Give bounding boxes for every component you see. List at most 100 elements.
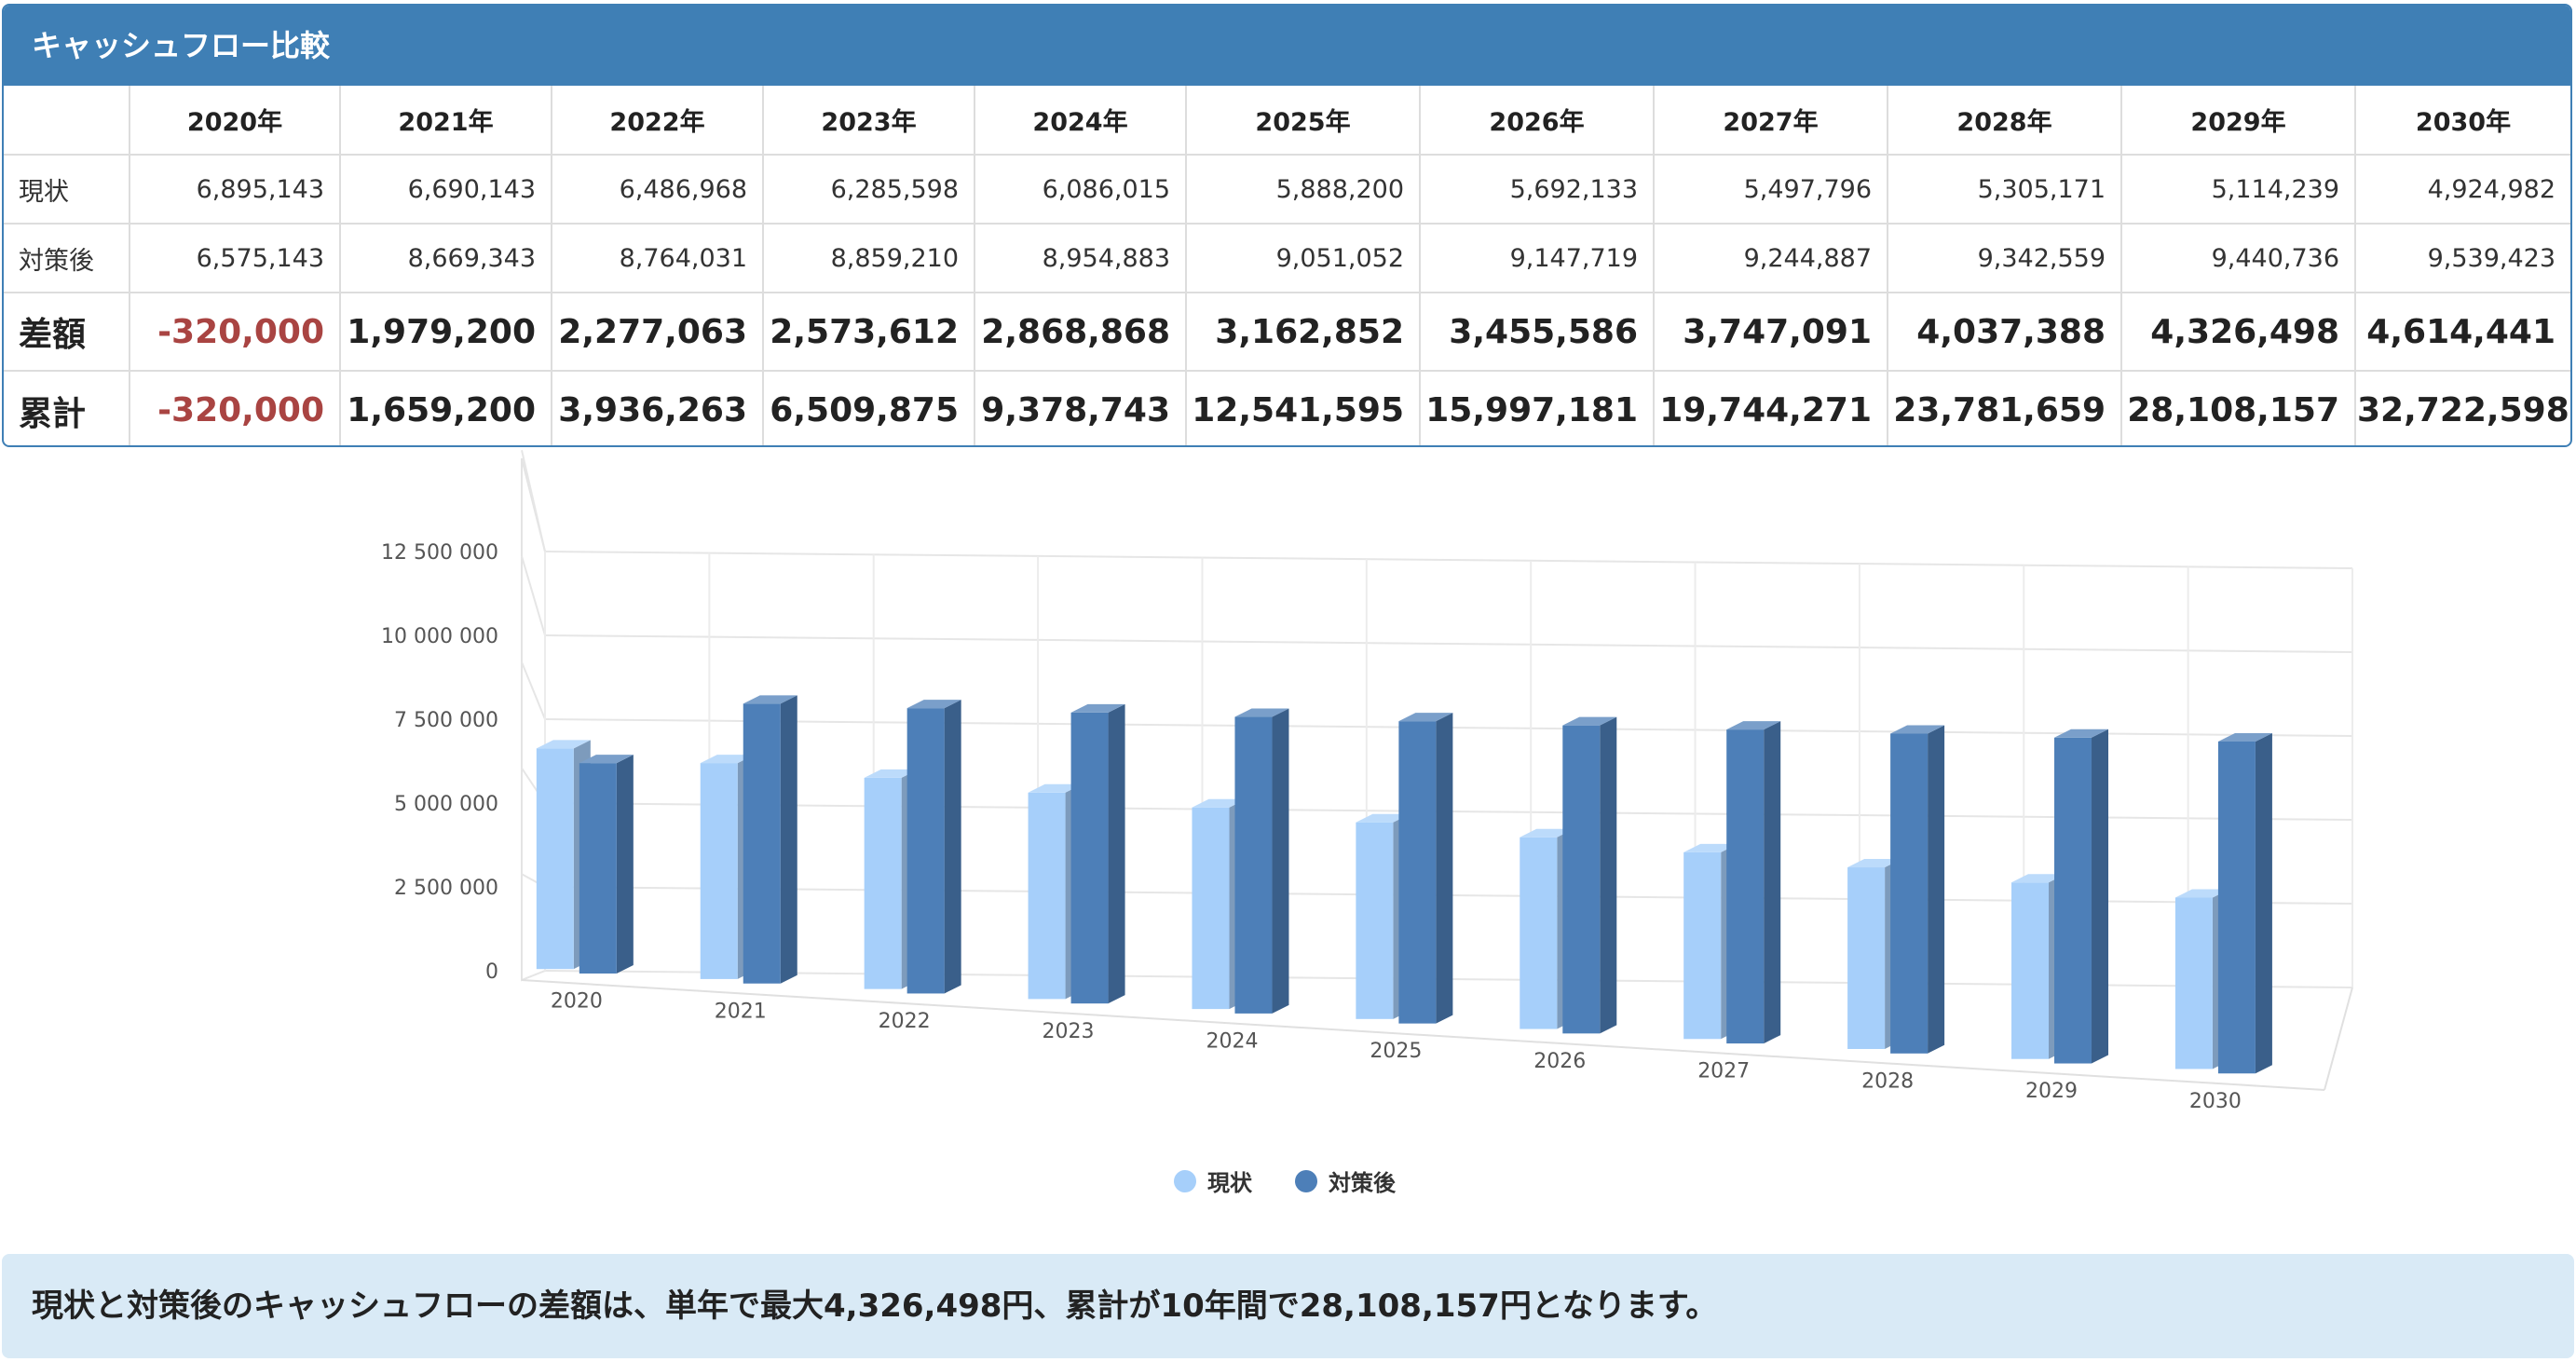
legend-dot-icon bbox=[1174, 1169, 1196, 1192]
x-tick-label: 2030 bbox=[2189, 1090, 2242, 1113]
bar-top-face bbox=[743, 695, 797, 704]
x-tick-label: 2025 bbox=[1370, 1040, 1422, 1063]
bar-top-face bbox=[1890, 725, 1945, 734]
bar bbox=[1847, 867, 1886, 1050]
bar-side-face bbox=[1108, 703, 1125, 1004]
bar bbox=[1398, 721, 1437, 1024]
x-tick-label: 2020 bbox=[551, 990, 603, 1014]
table-header-year: 2024年 bbox=[974, 86, 1187, 156]
bar-top-face bbox=[1520, 828, 1574, 838]
bar bbox=[536, 748, 574, 970]
bar-top-face bbox=[1070, 703, 1125, 713]
table-cell: 6,690,143 bbox=[339, 154, 552, 225]
row-label: 対策後 bbox=[4, 223, 130, 293]
bar bbox=[2054, 737, 2092, 1064]
chart-wall-gridline bbox=[521, 970, 546, 981]
table-cell: 9,342,559 bbox=[1887, 223, 2122, 293]
bar-side-face bbox=[944, 700, 961, 994]
x-tick-label: 2023 bbox=[1043, 1020, 1095, 1043]
bar-side-face bbox=[780, 695, 797, 984]
table-cell: 4,614,441 bbox=[2354, 292, 2570, 372]
table-cell: 3,747,091 bbox=[1653, 292, 1888, 372]
table-cell: 9,440,736 bbox=[2120, 223, 2356, 293]
table-cell: 23,781,659 bbox=[1887, 370, 2122, 445]
table-cell: 12,541,595 bbox=[1185, 370, 1421, 445]
bar-side-face bbox=[616, 755, 634, 974]
bar-top-face bbox=[1398, 713, 1453, 722]
bar-side-face bbox=[1272, 708, 1289, 1014]
bar bbox=[906, 708, 945, 994]
bar-top-face bbox=[2011, 874, 2066, 883]
table-row-current: 現状 6,895,143 6,690,143 6,486,968 6,285,5… bbox=[4, 154, 2570, 225]
y-tick-label: 5 000 000 bbox=[394, 793, 498, 816]
bar-top-face bbox=[579, 755, 634, 764]
table-cell: 9,051,052 bbox=[1185, 223, 1421, 293]
table-cell: 5,114,239 bbox=[2120, 154, 2356, 225]
table-cell: 5,497,796 bbox=[1653, 154, 1888, 225]
cashflow-panel: キャッシュフロー比較 2020年 2021年 2022年 2023年 2024年… bbox=[2, 4, 2572, 447]
chart-wall-gridline bbox=[521, 555, 546, 636]
table-row-difference: 差額 -320,000 1,979,200 2,277,063 2,573,61… bbox=[4, 292, 2570, 372]
table-cell: 6,285,598 bbox=[762, 154, 975, 225]
table-cell: 6,086,015 bbox=[974, 154, 1187, 225]
bar-top-face bbox=[1234, 708, 1289, 717]
table-cell: 32,722,598 bbox=[2354, 370, 2570, 445]
legend-dot-icon bbox=[1295, 1169, 1317, 1192]
table-cell: 28,108,157 bbox=[2120, 370, 2356, 445]
bar-top-face bbox=[536, 740, 591, 749]
legend-label: 対策後 bbox=[1329, 1170, 1396, 1196]
bar-top-face bbox=[1847, 859, 1902, 868]
bar bbox=[579, 763, 617, 974]
chart-gridline bbox=[544, 634, 2353, 653]
bar-side-face bbox=[1928, 725, 1945, 1054]
table-row-after: 対策後 6,575,143 8,669,343 8,764,031 8,859,… bbox=[4, 223, 2570, 293]
bar bbox=[1520, 837, 1558, 1029]
bar bbox=[864, 777, 902, 989]
bar bbox=[1683, 851, 1722, 1040]
table-cell: 6,895,143 bbox=[129, 154, 341, 225]
table-cell: 3,455,586 bbox=[1419, 292, 1655, 372]
table-cell: 3,936,263 bbox=[551, 370, 764, 445]
bar-top-face bbox=[2054, 729, 2109, 738]
table-cell-negative: -320,000 bbox=[129, 292, 341, 372]
table-header-year: 2021年 bbox=[339, 86, 552, 156]
table-cell: 6,486,968 bbox=[551, 154, 764, 225]
bar bbox=[743, 703, 781, 984]
table-header-year: 2029年 bbox=[2120, 86, 2356, 156]
table-cell: 6,509,875 bbox=[762, 370, 975, 445]
bar-top-face bbox=[1683, 843, 1738, 852]
bar-side-face bbox=[2092, 729, 2109, 1064]
table-row-cumulative: 累計 -320,000 1,659,200 3,936,263 6,509,87… bbox=[4, 370, 2570, 445]
legend-item-after[interactable]: 対策後 bbox=[1295, 1165, 1396, 1197]
bar bbox=[1726, 729, 1765, 1044]
table-cell: 5,888,200 bbox=[1185, 154, 1421, 225]
table-cell: 6,575,143 bbox=[129, 223, 341, 293]
row-label: 累計 bbox=[4, 370, 130, 445]
chart-legend: 現状 対策後 bbox=[1174, 1165, 1396, 1197]
summary-note: 現状と対策後のキャッシュフローの差額は、単年で最大4,326,498円、累計が1… bbox=[2, 1254, 2574, 1358]
panel-title: キャッシュフロー比較 bbox=[4, 6, 2570, 86]
row-label: 差額 bbox=[4, 292, 130, 372]
x-tick-label: 2027 bbox=[1697, 1060, 1750, 1083]
legend-item-current[interactable]: 現状 bbox=[1174, 1165, 1252, 1197]
cashflow-3d-bar-chart: 0 2 500 000 5 000 000 7 500 000 10 000 000 12… bbox=[381, 450, 2353, 1113]
x-tick-label: 2022 bbox=[879, 1010, 931, 1033]
table-cell: 3,162,852 bbox=[1185, 292, 1421, 372]
table-header-year: 2027年 bbox=[1653, 86, 1888, 156]
chart-wall-gridline bbox=[521, 661, 546, 720]
table-cell: 9,539,423 bbox=[2354, 223, 2570, 293]
y-tick-label: 7 500 000 bbox=[394, 709, 498, 732]
table-cell: 4,037,388 bbox=[1887, 292, 2122, 372]
bar bbox=[1562, 725, 1601, 1034]
chart-floor-front-edge bbox=[521, 979, 2325, 1091]
table-cell: 8,764,031 bbox=[551, 223, 764, 293]
bar bbox=[2217, 741, 2256, 1074]
cashflow-table: 2020年 2021年 2022年 2023年 2024年 2025年 2026… bbox=[4, 86, 2570, 445]
table-cell: 8,859,210 bbox=[762, 223, 975, 293]
bar-side-face bbox=[1436, 713, 1453, 1024]
x-tick-label: 2028 bbox=[1861, 1069, 1914, 1093]
table-cell: 1,659,200 bbox=[339, 370, 552, 445]
bar bbox=[2174, 897, 2213, 1069]
bar-top-face bbox=[864, 769, 919, 778]
bar-top-face bbox=[906, 700, 961, 709]
